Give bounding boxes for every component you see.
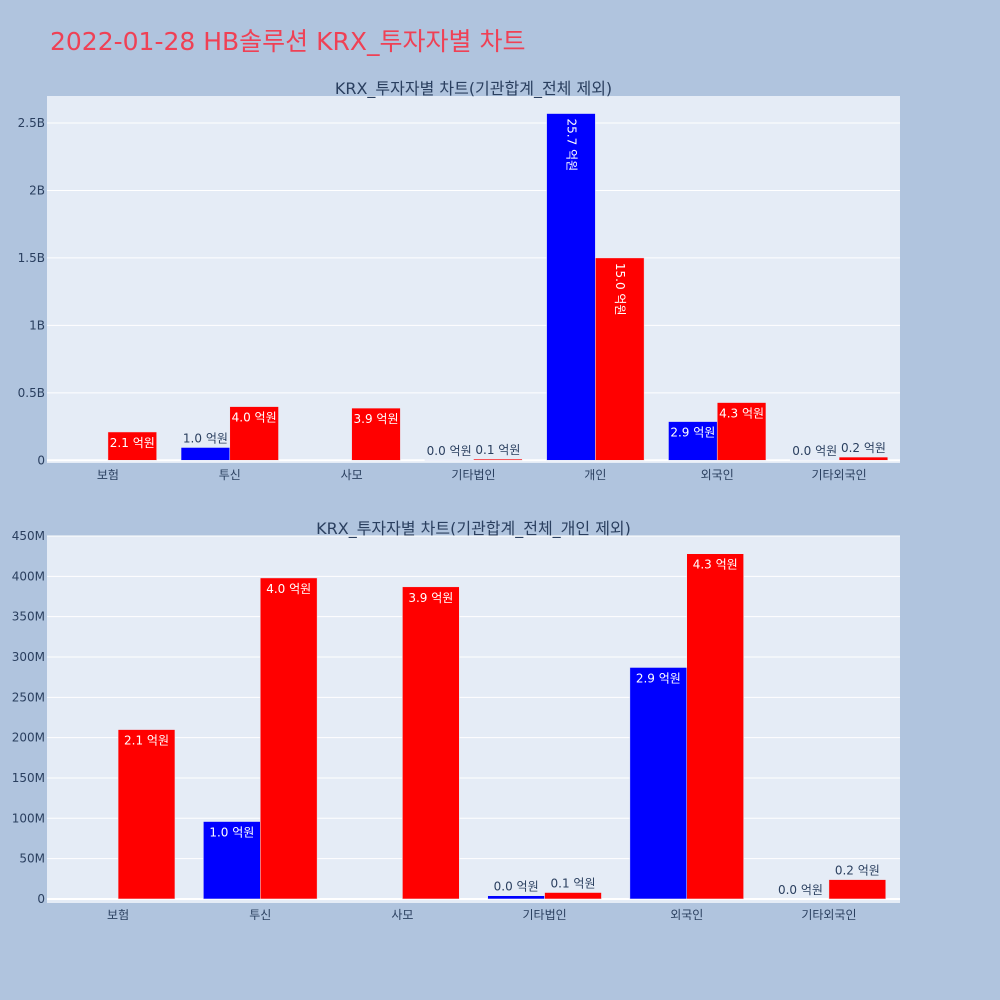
bar bbox=[668, 421, 718, 461]
chart-title: KRX_투자자별 차트(기관합계_전체 제외) bbox=[335, 79, 612, 99]
bar bbox=[402, 586, 460, 900]
bar bbox=[686, 553, 744, 900]
y-tick-label: 0 bbox=[37, 453, 45, 467]
bar bbox=[180, 447, 231, 461]
y-tick-label: 2.5B bbox=[18, 116, 45, 130]
data-label: 0.0 억원 bbox=[778, 883, 823, 897]
data-label: 0.2 억원 bbox=[841, 441, 886, 455]
y-tick-label: 300M bbox=[12, 650, 45, 664]
data-label: 2.1 억원 bbox=[124, 734, 169, 748]
y-tick-label: 2B bbox=[29, 183, 45, 197]
bar bbox=[473, 458, 523, 461]
y-tick-label: 450M bbox=[12, 529, 45, 543]
plot-area bbox=[47, 536, 900, 903]
y-tick-label: 1B bbox=[29, 318, 45, 332]
data-label: 2.9 억원 bbox=[670, 426, 715, 440]
x-tick-label: 외국인 bbox=[670, 908, 703, 920]
bar bbox=[107, 431, 157, 461]
data-label: 4.3 억원 bbox=[693, 558, 738, 572]
x-tick-label: 기타외국인 bbox=[801, 908, 856, 920]
bar bbox=[424, 459, 474, 461]
bar bbox=[838, 456, 889, 461]
data-label: 2.9 억원 bbox=[636, 671, 681, 685]
bar bbox=[487, 895, 545, 900]
data-label: 3.9 억원 bbox=[354, 412, 399, 426]
data-label: 0.0 억원 bbox=[792, 444, 837, 458]
y-tick-label: 0.5B bbox=[18, 386, 45, 400]
y-tick-label: 350M bbox=[12, 610, 45, 624]
y-tick-label: 200M bbox=[12, 731, 45, 745]
x-tick-label: 개인 bbox=[584, 468, 606, 482]
bar bbox=[117, 729, 176, 900]
bar bbox=[203, 821, 261, 900]
y-tick-label: 250M bbox=[12, 690, 45, 704]
chart-investor-excl-individual: KRX_투자자별 차트(기관합계_전체_개인 제외) 0 50M 100M 150M 20… bbox=[12, 519, 900, 920]
bar bbox=[629, 667, 688, 900]
x-tick-label: 기타외국인 bbox=[811, 468, 866, 482]
data-label: 3.9 억원 bbox=[408, 591, 453, 605]
data-label: 4.0 억원 bbox=[232, 411, 277, 425]
x-tick-label: 투신 bbox=[249, 908, 271, 920]
data-label: 25.7 억원 bbox=[564, 119, 578, 172]
bar bbox=[229, 406, 279, 461]
bar bbox=[260, 577, 318, 900]
x-tick-label: 기타법인 bbox=[522, 908, 566, 920]
data-label: 1.0 억원 bbox=[183, 431, 228, 445]
bar bbox=[546, 113, 596, 461]
data-label: 0.1 억원 bbox=[475, 443, 520, 457]
data-label: 0.2 억원 bbox=[835, 864, 880, 878]
data-label: 0.1 억원 bbox=[551, 877, 596, 891]
chart-investor-totals: KRX_투자자별 차트(기관합계_전체 제외) 0 0.5B 1B 1.5B 2B 2.5B… bbox=[18, 79, 900, 482]
bar bbox=[544, 892, 602, 900]
page-title: 2022-01-28 HB솔루션 KRX_투자자별 차트 bbox=[50, 27, 526, 56]
x-tick-label: 사모 bbox=[391, 908, 413, 920]
data-label: 1.0 억원 bbox=[209, 826, 254, 840]
x-tick-label: 보험 bbox=[107, 908, 129, 920]
data-label: 4.3 억원 bbox=[719, 407, 764, 421]
bar bbox=[828, 879, 887, 900]
data-label: 2.1 억원 bbox=[110, 436, 155, 450]
chart-title: KRX_투자자별 차트(기관합계_전체_개인 제외) bbox=[316, 519, 631, 539]
x-tick-label: 기타법인 bbox=[451, 468, 495, 482]
bar bbox=[595, 257, 645, 461]
y-tick-label: 1.5B bbox=[18, 251, 45, 265]
y-tick-label: 0 bbox=[37, 892, 45, 906]
x-tick-label: 투신 bbox=[219, 468, 241, 482]
x-tick-label: 보험 bbox=[97, 468, 119, 482]
y-tick-label: 100M bbox=[12, 811, 45, 825]
bar bbox=[716, 402, 767, 461]
data-label: 4.0 억원 bbox=[266, 582, 311, 596]
y-tick-label: 400M bbox=[12, 569, 45, 583]
y-tick-label: 50M bbox=[19, 852, 45, 866]
y-tick-label: 150M bbox=[12, 771, 45, 785]
data-label: 0.0 억원 bbox=[427, 444, 472, 458]
x-tick-label: 외국인 bbox=[701, 468, 734, 482]
data-label: 0.0 억원 bbox=[494, 880, 539, 894]
plot-area bbox=[47, 96, 900, 463]
bar bbox=[351, 407, 401, 461]
x-tick-label: 사모 bbox=[341, 468, 363, 482]
data-label: 15.0 억원 bbox=[613, 263, 627, 316]
